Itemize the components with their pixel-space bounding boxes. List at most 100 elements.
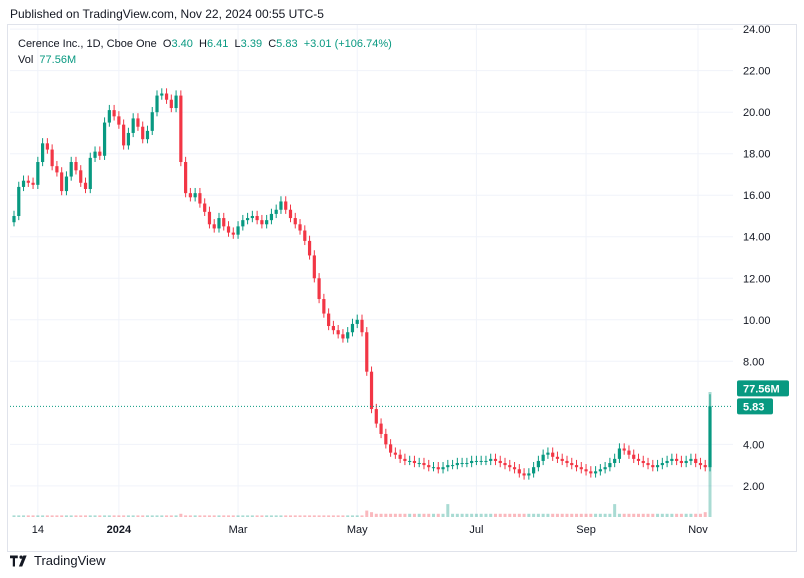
candle-body — [207, 211, 212, 225]
candle-body — [322, 299, 326, 314]
volume-bar — [393, 513, 397, 517]
candle-body — [632, 454, 636, 459]
volume-bar — [555, 513, 559, 517]
volume-bar — [441, 513, 445, 517]
volume-bar — [341, 515, 345, 517]
y-tick-label: 2.00 — [743, 481, 764, 493]
candle-body — [141, 126, 145, 140]
volume-bar — [465, 513, 469, 517]
candle-body — [50, 149, 54, 167]
volume-bar — [308, 515, 312, 517]
candle-body — [532, 467, 536, 474]
volume-bar — [565, 513, 569, 517]
candle-body — [698, 463, 703, 466]
candle-body — [455, 463, 459, 466]
volume-bar — [627, 513, 631, 517]
volume-bar — [427, 513, 431, 517]
volume-bar — [398, 513, 402, 517]
candle-body — [365, 332, 369, 372]
volume-bar — [184, 515, 188, 517]
tradingview-footer[interactable]: TradingView — [10, 553, 106, 568]
candle-body — [31, 182, 35, 185]
candle-body — [684, 460, 688, 464]
x-tick-label: Mar — [229, 524, 248, 536]
candle-body — [398, 454, 402, 459]
candle-body — [69, 162, 73, 177]
volume-bar — [327, 515, 331, 517]
candle-body — [636, 458, 641, 461]
y-tick-label: 14.00 — [743, 232, 771, 244]
volume-bar — [613, 504, 617, 517]
volume-bar — [260, 515, 264, 517]
volume-price-tag-label: 77.56M — [743, 383, 780, 395]
candle-body — [203, 203, 207, 212]
candle-body — [431, 467, 436, 469]
candle-body — [689, 458, 693, 461]
candle-body — [164, 93, 169, 100]
volume-bar — [41, 515, 45, 517]
volume-bar — [279, 515, 283, 517]
y-tick-label: 8.00 — [743, 356, 764, 368]
candle-body — [279, 201, 283, 210]
volume-bar — [31, 515, 35, 517]
candle-body — [64, 176, 69, 192]
volume-bar — [603, 513, 607, 517]
candle-body — [265, 220, 269, 225]
volume-bar — [298, 515, 302, 517]
volume-bar — [98, 515, 102, 517]
low-label: L — [234, 38, 241, 50]
candle-body — [150, 112, 154, 131]
symbol-label[interactable]: Cerence Inc., 1D, Cboe One — [18, 38, 157, 50]
candle-body — [350, 323, 355, 333]
volume-bar — [274, 515, 278, 517]
volume-bar — [360, 515, 364, 517]
close-value: 5.83 — [276, 38, 298, 50]
volume-bar — [303, 515, 307, 517]
candle-body — [522, 473, 526, 476]
y-tick-label: 18.00 — [743, 149, 771, 161]
candle-body — [236, 226, 240, 235]
volume-bar — [532, 513, 536, 517]
candle-body — [436, 467, 440, 470]
candle-body — [641, 460, 645, 464]
volume-bar — [403, 513, 407, 517]
volume-bar — [103, 515, 107, 517]
candle-body — [589, 471, 593, 474]
candle-body — [312, 255, 316, 279]
volume-bar — [374, 513, 378, 517]
candle-body — [184, 162, 188, 194]
candle-body — [622, 448, 626, 451]
candle-body — [422, 463, 426, 466]
candle-body — [12, 215, 16, 223]
volume-bar — [641, 513, 645, 517]
candle-body — [198, 193, 202, 204]
candle-body — [651, 465, 655, 468]
candle-body — [441, 467, 445, 470]
candle-body — [98, 151, 102, 156]
volume-bar — [126, 515, 130, 517]
volume-bar — [241, 515, 245, 517]
volume-bar — [660, 513, 664, 517]
candle-body — [79, 170, 83, 183]
candle-body — [327, 313, 331, 327]
volume-bar — [255, 515, 259, 517]
candle-body — [250, 215, 254, 219]
candle-body — [617, 448, 622, 459]
candle-body — [102, 122, 107, 156]
volume-price-tag — [737, 380, 789, 397]
volume-bar — [322, 515, 326, 517]
chart-pane[interactable]: 2.00 4.00 8.00 10.00 12.00 14.00 16.00 18.00 20.… — [7, 24, 797, 552]
candle-body — [193, 193, 197, 198]
candle-body — [565, 460, 569, 464]
candle-body — [574, 465, 579, 468]
candle-body — [217, 218, 221, 229]
price-chart[interactable]: 2.00 4.00 8.00 10.00 12.00 14.00 16.00 18.00 20.… — [8, 25, 796, 551]
candle-body — [484, 460, 488, 462]
volume-bar — [60, 515, 64, 517]
volume-bar — [269, 515, 273, 517]
candle-body — [274, 209, 278, 214]
low-value: 3.39 — [240, 38, 263, 50]
candle-body — [479, 460, 483, 462]
volume-bar — [265, 515, 269, 517]
volume-bar — [231, 515, 235, 517]
